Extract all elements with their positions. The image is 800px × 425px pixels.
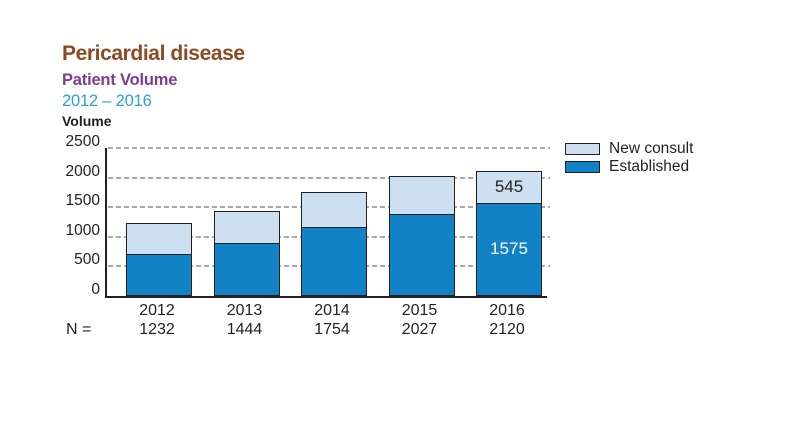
bar-new-consult-2014 [301, 192, 367, 229]
bar-established-2013 [213, 242, 280, 296]
x-tick-label-2013: 2013 [226, 302, 263, 319]
bar-new-consult-2013 [213, 210, 280, 244]
y-tick-label-2500: 2500 [65, 133, 100, 150]
x-tick-label-2012: 2012 [139, 302, 175, 319]
gridline-2500 [108, 147, 550, 149]
y-tick-label-1500: 1500 [65, 192, 100, 210]
legend-label: Established [609, 158, 690, 175]
x-tick-label-2015: 2015 [401, 302, 438, 319]
chart-date-range: 2012 – 2016 [62, 92, 152, 110]
bar-new-consult-2012 [126, 223, 192, 255]
x-tick-label-2014: 2014 [314, 302, 350, 319]
bar-established-2015 [388, 213, 455, 296]
legend-item-established: Established [565, 158, 693, 175]
chart-subtitle: Patient Volume [62, 71, 178, 89]
bar-new-consult-2015 [388, 176, 455, 215]
y-tick-label-0: 0 [91, 281, 100, 298]
n-value-2015: 2027 [401, 321, 438, 338]
bar-established-2016: 1575 [476, 202, 542, 296]
x-tick-label-2016: 2016 [489, 302, 525, 319]
legend-swatch-icon [565, 142, 600, 155]
legend: New consult Established [565, 140, 694, 175]
bar-value-new-consult-2016: 545 [494, 177, 524, 197]
n-value-2013: 1444 [226, 321, 263, 338]
n-value-2014: 1754 [314, 321, 350, 338]
legend-label: New consult [609, 140, 694, 157]
bar-new-consult-2016: 545 [476, 170, 542, 205]
y-tick-label-2000: 2000 [65, 162, 100, 180]
bar-established-2012 [126, 253, 192, 296]
legend-item-new-consult: New consult [565, 140, 694, 157]
y-axis-title: Volume [62, 113, 112, 129]
legend-swatch-icon [565, 160, 600, 173]
n-value-2012: 1232 [139, 321, 175, 338]
y-tick-label-1000: 1000 [65, 221, 100, 239]
n-value-2016: 2120 [489, 321, 525, 338]
n-row-label: N = [66, 321, 92, 338]
y-tick-label-500: 500 [74, 251, 100, 269]
bar-value-established-2016: 1575 [490, 239, 528, 259]
plot-area: 1575 545 [105, 147, 550, 298]
gridline-2000 [108, 176, 550, 179]
page-title: Pericardial disease [62, 42, 245, 65]
bar-established-2014 [301, 226, 367, 296]
